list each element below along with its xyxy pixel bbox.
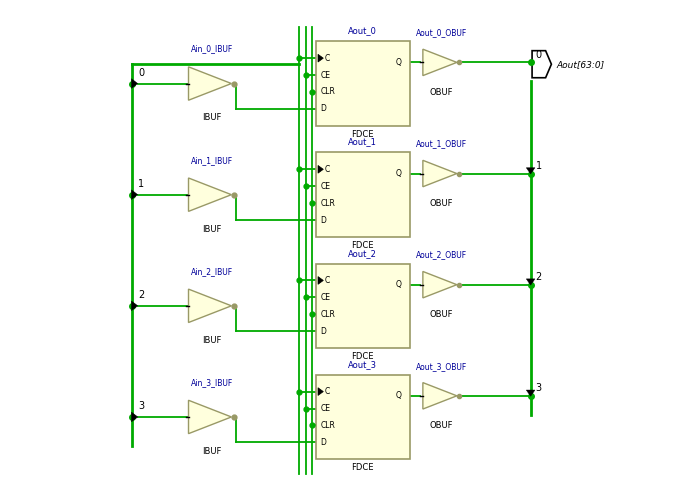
Text: C: C — [324, 387, 330, 396]
Text: OBUF: OBUF — [430, 421, 453, 430]
Text: FDCE: FDCE — [351, 352, 374, 361]
Text: CE: CE — [321, 70, 330, 80]
Polygon shape — [318, 54, 323, 62]
Bar — [316, 263, 410, 348]
Text: D: D — [321, 438, 326, 447]
Polygon shape — [526, 168, 535, 174]
Text: Aout[63:0]: Aout[63:0] — [556, 60, 604, 69]
Text: CLR: CLR — [321, 310, 335, 319]
Text: Aout_0_OBUF: Aout_0_OBUF — [416, 28, 467, 37]
Text: IBUF: IBUF — [202, 447, 221, 456]
Text: 2: 2 — [138, 290, 144, 300]
Text: OBUF: OBUF — [430, 87, 453, 97]
Text: FDCE: FDCE — [351, 463, 374, 472]
Text: Ain_3_IBUF: Ain_3_IBUF — [191, 378, 232, 387]
Polygon shape — [526, 279, 535, 285]
Polygon shape — [131, 79, 138, 88]
Polygon shape — [189, 178, 231, 211]
Text: D: D — [321, 216, 326, 225]
Text: D: D — [321, 104, 326, 113]
Text: Aout_2_OBUF: Aout_2_OBUF — [416, 251, 467, 260]
Text: Aout_1_OBUF: Aout_1_OBUF — [416, 139, 467, 148]
Text: Q: Q — [396, 391, 401, 400]
Text: 0: 0 — [536, 50, 541, 60]
Text: CE: CE — [321, 293, 330, 302]
Text: CE: CE — [321, 404, 330, 413]
Text: Ain_2_IBUF: Ain_2_IBUF — [191, 267, 232, 276]
Text: CE: CE — [321, 182, 330, 191]
Polygon shape — [526, 390, 535, 396]
Text: Q: Q — [396, 169, 401, 178]
Polygon shape — [131, 190, 138, 200]
Polygon shape — [423, 49, 457, 76]
Text: CLR: CLR — [321, 421, 335, 430]
Text: IBUF: IBUF — [202, 225, 221, 234]
Text: 3: 3 — [536, 383, 541, 393]
Text: 0: 0 — [138, 68, 144, 78]
Polygon shape — [423, 272, 457, 298]
Polygon shape — [189, 289, 231, 323]
Text: D: D — [321, 327, 326, 336]
Text: Aout_0: Aout_0 — [348, 26, 377, 35]
Text: CLR: CLR — [321, 199, 335, 208]
Text: Aout_2: Aout_2 — [348, 249, 377, 258]
Text: Ain_0_IBUF: Ain_0_IBUF — [191, 45, 232, 53]
Polygon shape — [189, 400, 231, 434]
Bar — [316, 41, 410, 126]
Text: Aout_3: Aout_3 — [348, 360, 378, 369]
Polygon shape — [318, 277, 323, 284]
Text: IBUF: IBUF — [202, 114, 221, 122]
Polygon shape — [131, 301, 138, 311]
Polygon shape — [532, 51, 552, 78]
Text: 1: 1 — [536, 161, 541, 171]
Polygon shape — [318, 165, 323, 173]
Text: C: C — [324, 165, 330, 174]
Text: 3: 3 — [138, 401, 144, 411]
Polygon shape — [131, 412, 138, 422]
Text: IBUF: IBUF — [202, 336, 221, 345]
Text: C: C — [324, 53, 330, 63]
Polygon shape — [189, 67, 231, 100]
Text: CLR: CLR — [321, 87, 335, 97]
Text: 1: 1 — [138, 179, 144, 189]
Bar — [316, 153, 410, 237]
Text: OBUF: OBUF — [430, 310, 453, 319]
Polygon shape — [423, 160, 457, 187]
Text: Aout_1: Aout_1 — [348, 138, 377, 147]
Text: FDCE: FDCE — [351, 241, 374, 250]
Text: Ain_1_IBUF: Ain_1_IBUF — [191, 156, 232, 165]
Text: 2: 2 — [536, 272, 542, 282]
Text: Q: Q — [396, 280, 401, 289]
Polygon shape — [318, 388, 323, 396]
Bar — [316, 375, 410, 459]
Text: FDCE: FDCE — [351, 130, 374, 139]
Text: Q: Q — [396, 58, 401, 67]
Text: C: C — [324, 276, 330, 285]
Text: Aout_3_OBUF: Aout_3_OBUF — [416, 362, 467, 371]
Polygon shape — [423, 382, 457, 409]
Text: OBUF: OBUF — [430, 199, 453, 208]
